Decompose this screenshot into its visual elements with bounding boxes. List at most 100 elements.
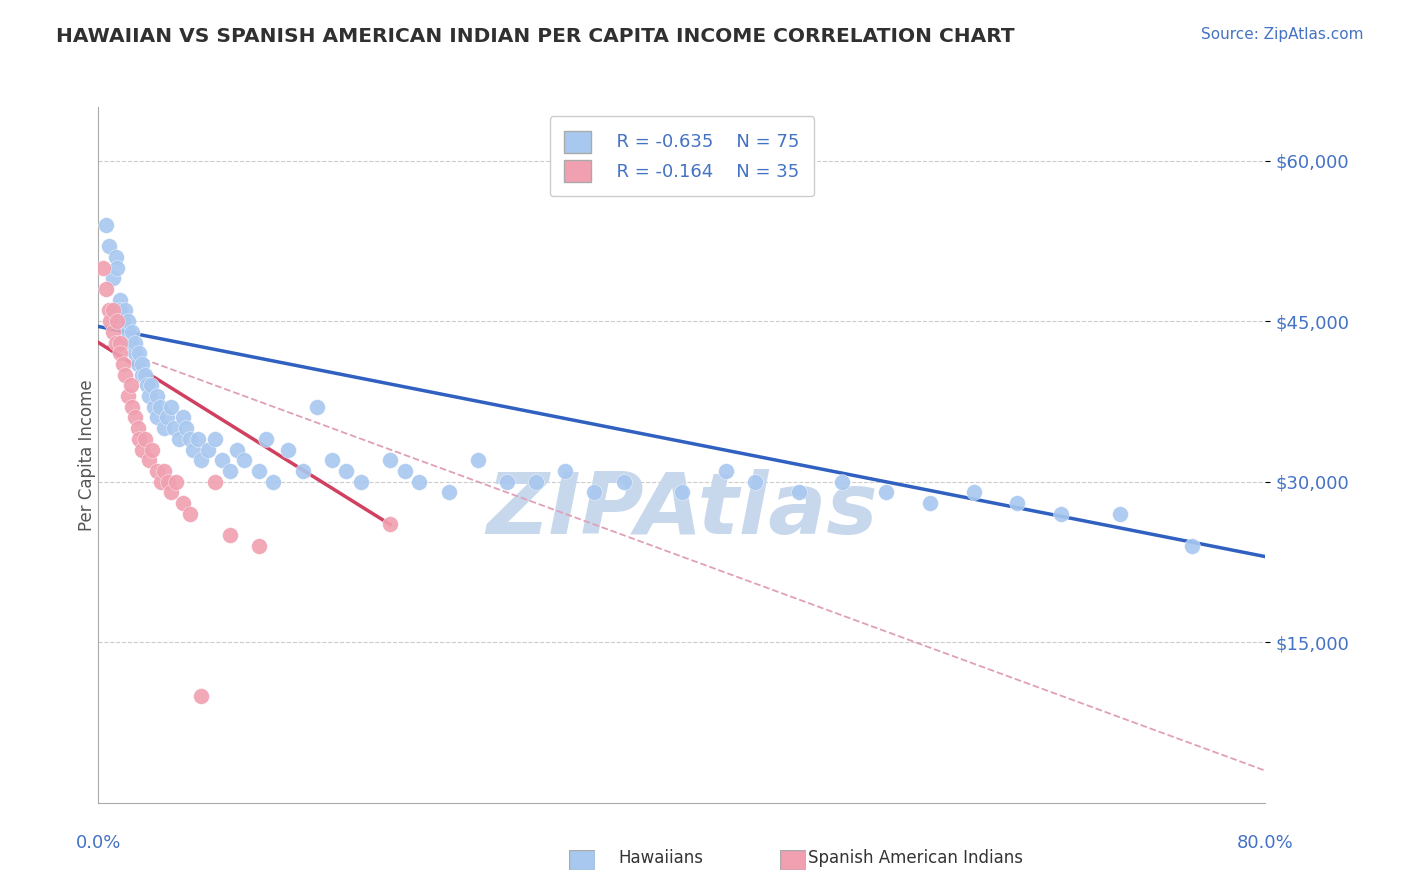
Point — [134, 368, 156, 382]
Point — [160, 485, 183, 500]
Point — [146, 464, 169, 478]
Point — [554, 464, 576, 478]
Point — [131, 368, 153, 382]
Point — [160, 400, 183, 414]
Point — [787, 485, 810, 500]
Point — [437, 485, 460, 500]
Point — [127, 421, 149, 435]
Point — [218, 464, 240, 478]
Point — [714, 464, 737, 478]
Point — [1007, 496, 1029, 510]
Point — [204, 475, 226, 489]
Point — [335, 464, 357, 478]
Point — [101, 325, 124, 339]
Point — [146, 389, 169, 403]
Point — [112, 357, 135, 371]
Point — [350, 475, 373, 489]
Point — [142, 400, 165, 414]
Point — [124, 346, 146, 360]
Point — [174, 421, 197, 435]
Point — [172, 410, 194, 425]
Point — [139, 378, 162, 392]
Point — [744, 475, 766, 489]
Point — [181, 442, 204, 457]
Point — [247, 539, 270, 553]
Point — [149, 400, 172, 414]
Point — [110, 335, 132, 350]
Point — [583, 485, 606, 500]
Point — [1050, 507, 1073, 521]
Point — [110, 303, 132, 318]
Point — [105, 314, 128, 328]
Point — [153, 421, 176, 435]
Text: Spanish American Indians: Spanish American Indians — [808, 849, 1024, 867]
Point — [121, 325, 143, 339]
Point — [254, 432, 277, 446]
Point — [204, 432, 226, 446]
Point — [121, 400, 143, 414]
Point — [112, 314, 135, 328]
Point — [131, 357, 153, 371]
Point — [128, 432, 150, 446]
Point — [157, 475, 180, 489]
Point — [524, 475, 547, 489]
Legend:   R = -0.635    N = 75,   R = -0.164    N = 35: R = -0.635 N = 75, R = -0.164 N = 35 — [550, 116, 814, 196]
Point — [378, 517, 402, 532]
Point — [104, 250, 127, 264]
Point — [408, 475, 430, 489]
Point — [467, 453, 489, 467]
Point — [101, 271, 124, 285]
Point — [141, 442, 163, 457]
Point — [167, 432, 190, 446]
Point — [172, 496, 194, 510]
Point — [150, 475, 173, 489]
Point — [94, 282, 117, 296]
Point — [110, 346, 132, 360]
Point — [211, 453, 233, 467]
Point — [262, 475, 284, 489]
Text: HAWAIIAN VS SPANISH AMERICAN INDIAN PER CAPITA INCOME CORRELATION CHART: HAWAIIAN VS SPANISH AMERICAN INDIAN PER … — [56, 27, 1015, 45]
Point — [233, 453, 256, 467]
Point — [962, 485, 984, 500]
Point — [612, 475, 634, 489]
Point — [138, 389, 160, 403]
Point — [918, 496, 941, 510]
Point — [165, 475, 187, 489]
Point — [247, 464, 270, 478]
Y-axis label: Per Capita Income: Per Capita Income — [79, 379, 96, 531]
Point — [179, 432, 201, 446]
Point — [94, 218, 117, 232]
Point — [131, 442, 153, 457]
Point — [291, 464, 314, 478]
Point — [1108, 507, 1130, 521]
Point — [321, 453, 343, 467]
Point — [163, 421, 186, 435]
Point — [179, 507, 201, 521]
Point — [105, 260, 128, 275]
Point — [110, 293, 132, 307]
Text: Hawaiians: Hawaiians — [619, 849, 703, 867]
Point — [190, 689, 212, 703]
Point — [128, 346, 150, 360]
Point — [120, 378, 142, 392]
Point — [146, 410, 169, 425]
Point — [104, 335, 127, 350]
Point — [114, 303, 136, 318]
Point — [114, 368, 136, 382]
Point — [378, 453, 402, 467]
Point — [134, 432, 156, 446]
Text: ZIPAtlas: ZIPAtlas — [486, 469, 877, 552]
Point — [153, 464, 176, 478]
Point — [197, 442, 219, 457]
Point — [117, 389, 139, 403]
Point — [1181, 539, 1204, 553]
Point — [226, 442, 249, 457]
Point — [831, 475, 853, 489]
Point — [495, 475, 517, 489]
FancyBboxPatch shape — [780, 850, 806, 870]
Point — [124, 410, 146, 425]
Text: 0.0%: 0.0% — [76, 834, 121, 852]
Point — [97, 239, 120, 253]
Point — [218, 528, 240, 542]
Text: Source: ZipAtlas.com: Source: ZipAtlas.com — [1201, 27, 1364, 42]
